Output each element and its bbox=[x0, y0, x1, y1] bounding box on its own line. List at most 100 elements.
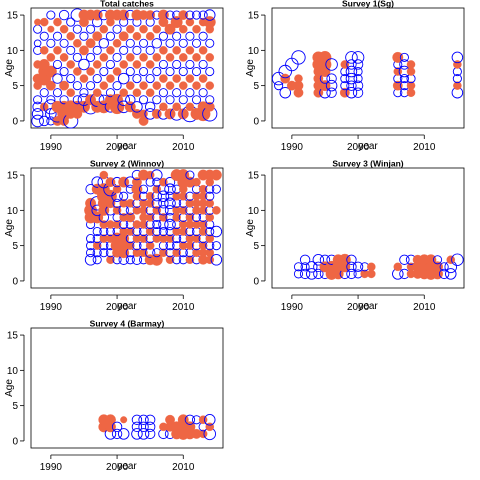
bubble-negative bbox=[59, 38, 69, 48]
bubble-negative bbox=[164, 218, 176, 231]
bubble-positive bbox=[99, 81, 109, 90]
bubble-negative bbox=[72, 52, 82, 62]
plot-frame bbox=[271, 7, 465, 129]
bubble-negative bbox=[451, 51, 464, 64]
bubble-negative bbox=[72, 95, 82, 105]
bubble-negative bbox=[452, 74, 462, 84]
bubble-negative bbox=[205, 226, 215, 237]
bubble-negative bbox=[165, 66, 175, 77]
bubble-positive bbox=[99, 24, 109, 34]
bubble-positive bbox=[106, 46, 115, 55]
bubble-negative bbox=[185, 31, 195, 41]
bubble-positive bbox=[192, 177, 201, 187]
bubble-positive bbox=[145, 60, 155, 69]
bubble-positive bbox=[139, 109, 148, 119]
bubble-negative bbox=[352, 59, 364, 70]
bubble-positive bbox=[66, 60, 75, 69]
bubble-negative bbox=[46, 38, 56, 48]
bubble-positive bbox=[47, 25, 55, 33]
bubble-positive bbox=[126, 241, 135, 250]
x-tick-label: 2000 bbox=[347, 302, 370, 313]
bubble-negative bbox=[157, 190, 170, 202]
bubble-positive bbox=[112, 39, 122, 48]
bubble-positive bbox=[185, 102, 195, 112]
panel-title: Survey 2 (Winnov) bbox=[90, 159, 164, 169]
bubble-positive bbox=[112, 220, 122, 229]
y-tick-label: 10 bbox=[7, 206, 19, 217]
bubble-negative bbox=[185, 59, 195, 70]
bubble-positive bbox=[192, 53, 201, 62]
bubble-positive bbox=[99, 53, 109, 62]
bubble-positive bbox=[145, 170, 155, 180]
bubble-negative bbox=[299, 268, 311, 280]
bubble-negative bbox=[439, 262, 449, 272]
bubble-negative bbox=[340, 81, 350, 91]
bubble-negative bbox=[198, 10, 208, 20]
bubble-positive bbox=[392, 51, 404, 63]
bubble-positive bbox=[165, 53, 175, 62]
bubble-negative bbox=[131, 428, 143, 440]
bubble-negative bbox=[33, 39, 42, 48]
bubble-negative bbox=[112, 81, 122, 91]
bubble-negative bbox=[305, 261, 318, 273]
bubble-positive bbox=[204, 101, 215, 112]
bubble-negative bbox=[31, 108, 44, 120]
bubble-negative bbox=[210, 254, 223, 266]
bubble-negative bbox=[39, 31, 49, 41]
bubble-positive bbox=[86, 67, 95, 76]
x-tick-label: 1990 bbox=[281, 142, 304, 153]
bubble-negative bbox=[164, 183, 176, 195]
bubble-negative bbox=[112, 52, 122, 62]
bubble-positive bbox=[151, 108, 162, 119]
bubble-positive bbox=[198, 46, 208, 55]
bubble-negative bbox=[52, 88, 63, 98]
bubble-negative bbox=[313, 268, 324, 280]
bubble-negative bbox=[211, 241, 221, 251]
bubble-negative bbox=[72, 81, 82, 91]
bubble-negative bbox=[52, 31, 63, 41]
bubble-positive bbox=[198, 74, 208, 83]
y-tick-label: 15 bbox=[7, 171, 19, 182]
bubble-negative bbox=[158, 59, 168, 70]
bubble-negative bbox=[132, 45, 142, 55]
bubble-negative bbox=[105, 88, 116, 98]
bubble-negative bbox=[86, 24, 96, 34]
bubble-positive bbox=[185, 46, 195, 55]
bubble-positive bbox=[106, 74, 115, 83]
bubble-positive bbox=[406, 81, 416, 90]
bubble-negative bbox=[178, 38, 188, 48]
bubble-positive bbox=[118, 176, 130, 188]
bubble-negative bbox=[319, 254, 331, 265]
bubble-negative bbox=[191, 38, 202, 48]
bubble-positive bbox=[126, 53, 135, 62]
bubble-positive bbox=[39, 46, 49, 55]
panel-5: Survey 4 (Barmay) 1990 2000 2010 0 5 10 15 year A… bbox=[4, 319, 224, 473]
bubble-negative bbox=[117, 428, 130, 440]
bubble-positive bbox=[59, 80, 69, 91]
bubble-positive bbox=[145, 10, 156, 20]
bubble-negative bbox=[205, 66, 215, 77]
bubble-negative bbox=[158, 198, 169, 209]
x-tick-label: 2010 bbox=[413, 302, 436, 313]
bubble-positive bbox=[53, 17, 62, 27]
bubble-positive bbox=[132, 31, 142, 41]
bubble-positive bbox=[46, 53, 56, 62]
bubble-negative bbox=[191, 95, 202, 105]
bubble-negative bbox=[86, 234, 96, 244]
bubble-negative bbox=[198, 59, 208, 70]
bubble-positive bbox=[92, 241, 102, 250]
bubble-positive bbox=[132, 88, 142, 97]
y-tick-label: 10 bbox=[248, 206, 260, 217]
bubble-negative bbox=[86, 248, 96, 258]
bubble-negative bbox=[144, 421, 156, 433]
y-axis-label: Age bbox=[4, 59, 15, 77]
bubble-positive bbox=[118, 31, 129, 42]
x-tick-label: 1990 bbox=[40, 142, 63, 153]
bubble-negative bbox=[325, 79, 338, 92]
bubble-positive bbox=[73, 67, 82, 76]
bubble-negative bbox=[105, 59, 116, 70]
bubble-negative bbox=[210, 225, 223, 238]
bubble-negative bbox=[99, 248, 109, 258]
bubble-negative bbox=[91, 176, 103, 188]
bubble-negative bbox=[31, 114, 44, 128]
